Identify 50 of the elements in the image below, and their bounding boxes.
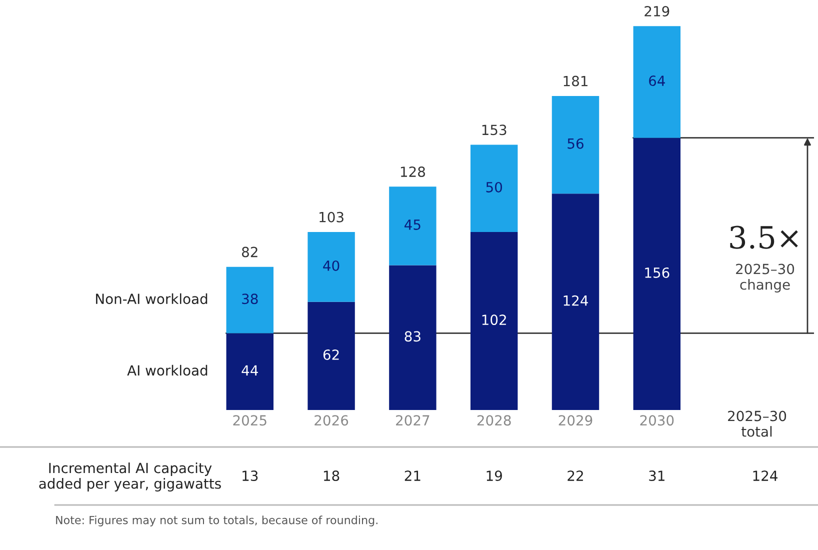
x-tick-label: 2030	[640, 415, 674, 426]
total-label: 82	[242, 246, 258, 258]
bar	[308, 232, 355, 302]
text: 18	[324, 470, 340, 482]
bar	[633, 26, 680, 138]
bar	[308, 302, 355, 410]
data-label: 124	[564, 295, 588, 306]
x-tick-label: 2026	[314, 415, 348, 426]
total-label: 103	[320, 212, 344, 222]
text: Incremental AI capacity added per year, gigawatts	[39, 462, 221, 492]
bar	[633, 138, 680, 410]
data-label: 44	[242, 365, 258, 376]
bar	[470, 144, 518, 232]
series-label: Non-AI workload	[96, 293, 208, 304]
bar	[389, 265, 436, 410]
x-tick-label: 2025	[233, 415, 266, 426]
text: 22	[568, 470, 583, 481]
data-label: 56	[568, 138, 584, 149]
data-label: 38	[242, 294, 258, 304]
bar	[389, 186, 436, 266]
bar	[552, 194, 600, 410]
text: 13	[242, 470, 258, 482]
text: 21	[404, 470, 420, 481]
bar	[552, 96, 600, 194]
data-label: 50	[486, 182, 502, 192]
data-label: 40	[323, 260, 340, 271]
text: 3.5×	[730, 226, 798, 249]
text: 2025–30 change	[736, 264, 794, 292]
bar	[226, 266, 274, 334]
data-label: 156	[645, 267, 670, 278]
total-label: 219	[644, 6, 670, 16]
text: 124	[753, 470, 778, 481]
data-label: 64	[649, 76, 665, 86]
text: Note: Figures may not sum to totals, because of rounding.	[56, 516, 378, 526]
series-label: AI workload	[127, 364, 208, 376]
x-tick-label: 2027	[396, 415, 430, 426]
text: 19	[486, 470, 502, 482]
x-tick-label: 2028	[477, 415, 511, 426]
data-label: 102	[482, 314, 506, 326]
data-label: 62	[323, 349, 339, 360]
data-label: 83	[404, 331, 420, 342]
x-tick-label: 2029	[558, 415, 592, 426]
data-label: 45	[404, 220, 420, 230]
text: 31	[649, 470, 664, 482]
total-label: 128	[400, 166, 425, 178]
total-label: 153	[482, 124, 506, 136]
bar	[226, 333, 274, 410]
total-label: 181	[564, 76, 588, 86]
text: 2025–30 total	[728, 410, 786, 437]
bar	[470, 232, 518, 410]
